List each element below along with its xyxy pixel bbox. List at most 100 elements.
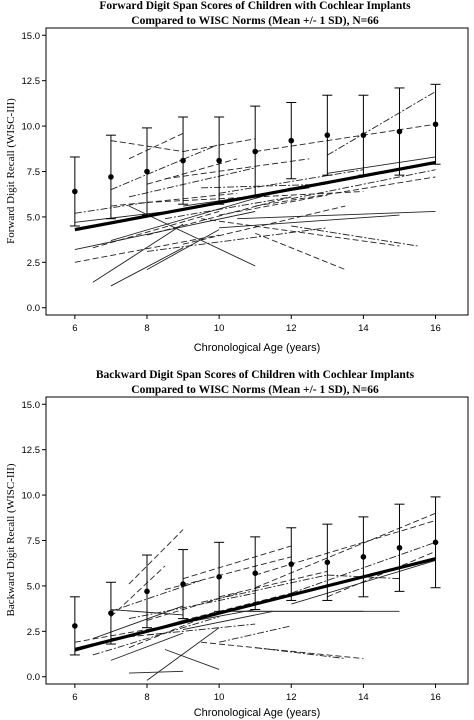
x-tick-label: 8 [144, 692, 149, 703]
y-tick-label: 10.0 [22, 491, 41, 502]
x-tick-label: 14 [358, 692, 369, 703]
chart-subtitle: Compared to WISC Norms (Mean +/- 1 SD), … [131, 384, 379, 396]
individual-trajectory-line [110, 192, 238, 207]
individual-trajectory-line [110, 187, 292, 241]
y-tick-label: 0.0 [27, 672, 40, 683]
individual-trajectory-line [146, 227, 328, 252]
norm-mean-point [396, 128, 403, 135]
individual-trajectory-line [146, 592, 238, 621]
y-tick-label: 10.0 [22, 122, 41, 133]
chart-title: Backward Digit Span Scores of Children w… [96, 369, 415, 381]
individual-trajectory-line [146, 627, 220, 681]
individual-trajectory-line [255, 512, 436, 589]
individual-trajectory-line [110, 632, 184, 661]
individual-trajectory-line [291, 541, 436, 594]
y-tick-label: 5.0 [27, 212, 40, 223]
individual-trajectory-line [128, 529, 184, 585]
individual-trajectory-line [92, 616, 220, 656]
y-tick-label: 2.5 [27, 258, 40, 269]
individual-trajectory-line [92, 223, 184, 283]
x-tick-labels: 6 8 10 12 14 16 [72, 323, 441, 334]
individual-trajectory-line [92, 605, 184, 640]
individual-trajectory-line [200, 574, 328, 603]
x-tick-label: 10 [214, 323, 225, 334]
individual-trajectory-line [92, 211, 220, 249]
norm-mean-point [180, 581, 186, 587]
individual-trajectory-line [237, 211, 436, 220]
y-tick-labels: 0.0 2.5 5.0 7.5 10.0 12.5 15.0 [22, 31, 41, 314]
individual-trajectory-line [128, 592, 256, 620]
norm-mean-point [288, 137, 295, 144]
norm-mean-point [216, 157, 222, 164]
individual-trajectory-line [128, 670, 184, 674]
y-axis-label: Forward Digit Recall (WISC-III) [5, 98, 17, 244]
axis-ticks [42, 34, 437, 319]
norm-mean-point [108, 610, 114, 616]
norm-mean-point [72, 623, 78, 629]
plot-marks [69, 496, 441, 681]
individual-trajectory-line [182, 592, 292, 621]
individual-trajectory-line [291, 169, 436, 200]
individual-trajectory-line [110, 143, 220, 191]
x-tick-label: 6 [72, 692, 77, 703]
y-tick-label: 12.5 [22, 76, 41, 87]
individual-trajectory-line [255, 232, 346, 271]
individual-trajectory-line [146, 158, 238, 185]
individual-trajectory-line [164, 196, 292, 220]
individual-trajectory-line [219, 570, 328, 598]
individual-trajectory-line [219, 214, 400, 229]
y-axis-label: Backward Digit Recall (WISC-III) [5, 463, 17, 616]
y-tick-label: 7.5 [27, 536, 40, 547]
individual-trajectory-line [255, 123, 436, 152]
x-tick-label: 14 [358, 323, 369, 334]
y-tick-label: 7.5 [27, 167, 40, 178]
norm-mean-point [72, 188, 78, 195]
norm-mean-point [432, 121, 439, 128]
norm-mean-point [360, 554, 367, 560]
norm-mean-point [252, 148, 258, 155]
individual-trajectory-line [146, 196, 292, 236]
norm-mean-point [360, 132, 367, 138]
individual-trajectory-line [255, 176, 436, 207]
y-tick-label: 12.5 [22, 445, 41, 456]
norm-mean-point [144, 588, 150, 595]
norm-mean-point [288, 561, 295, 567]
plot-marks [69, 83, 441, 287]
individual-trajectory-line [327, 156, 436, 174]
x-axis-label: Chronological Age (years) [194, 342, 321, 354]
individual-trajectory-line [110, 565, 166, 618]
norm-mean-point [180, 157, 186, 164]
chart-subtitle: Compared to WISC Norms (Mean +/- 1 SD), … [131, 15, 379, 27]
individual-trajectory-line [182, 545, 292, 580]
individual-trajectory-line [146, 623, 256, 636]
individual-trajectory-line [128, 132, 184, 160]
norm-mean-point [324, 132, 331, 138]
y-tick-label: 15.0 [22, 31, 41, 42]
y-tick-labels: 0.0 2.5 5.0 7.5 10.0 12.5 15.0 [22, 400, 41, 683]
x-tick-label: 10 [214, 692, 225, 703]
y-tick-label: 2.5 [27, 627, 40, 638]
individual-trajectory-line [164, 649, 220, 670]
individual-trajectory-line [291, 225, 418, 247]
norm-mean-point [432, 539, 439, 546]
individual-trajectory-line [182, 610, 274, 630]
individual-trajectory-line [182, 205, 346, 245]
x-tick-labels: 6 8 10 12 14 16 [72, 692, 441, 703]
norm-mean-point [252, 570, 258, 576]
individual-trajectory-line [164, 158, 310, 180]
forward-digit-span-chart: Forward Digit Span Scores of Children wi… [5, 0, 469, 354]
individual-trajectory-line [164, 556, 292, 590]
norm-mean-point [144, 168, 150, 175]
individual-trajectory-line [110, 580, 202, 612]
x-tick-label: 12 [286, 323, 297, 334]
individual-trajectory-line [327, 550, 436, 598]
individual-trajectory-line [255, 520, 436, 576]
individual-trajectory-line [110, 247, 184, 287]
individual-trajectory-line [74, 234, 220, 263]
y-tick-label: 5.0 [27, 581, 40, 592]
individual-trajectory-line [146, 229, 220, 270]
individual-trajectory-line [219, 625, 292, 643]
norm-mean-point [396, 544, 403, 551]
chart-title: Forward Digit Span Scores of Children wi… [99, 0, 411, 12]
x-tick-label: 16 [430, 692, 441, 703]
